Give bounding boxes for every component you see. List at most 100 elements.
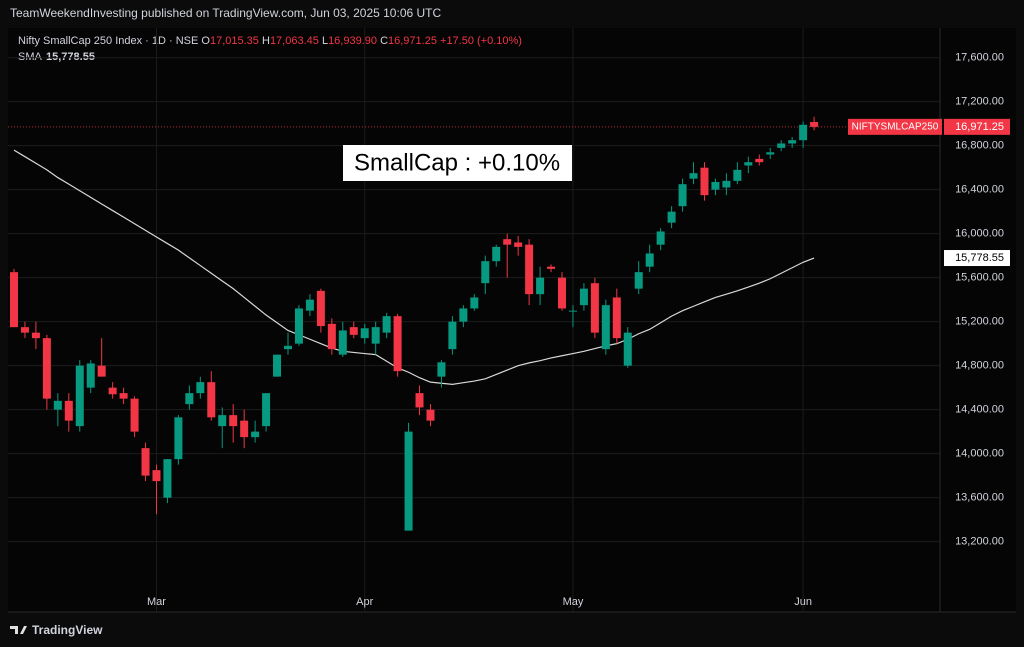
candle-body <box>623 332 632 366</box>
candle-body <box>64 400 73 421</box>
candle-body <box>86 363 95 388</box>
candle-body <box>218 415 227 427</box>
candle-body <box>130 398 139 432</box>
candle-body <box>196 382 205 394</box>
y-tick-label: 15,200.00 <box>955 316 1004 328</box>
annotation-box <box>343 145 572 181</box>
x-tick-label: May <box>563 596 584 608</box>
legend-key: O <box>201 35 210 47</box>
candle-body <box>481 261 490 284</box>
candle-body <box>305 299 314 311</box>
candle-body <box>492 246 501 262</box>
last-price-label: 16,971.25 <box>955 121 1004 133</box>
candle-body <box>284 345 292 350</box>
candle-body <box>590 283 599 333</box>
candle-body <box>273 354 282 377</box>
candle-body <box>415 393 424 408</box>
candle-body <box>547 266 556 269</box>
legend-value: 16,971.25 <box>388 35 437 47</box>
y-tick-label: 16,800.00 <box>955 140 1004 152</box>
legend-line: Nifty SmallCap 250 Index · 1D · NSE O17,… <box>18 35 525 47</box>
legend-title: Nifty SmallCap 250 Index · 1D · NSE <box>18 35 198 47</box>
candle-body <box>810 121 819 127</box>
candle-body <box>536 277 545 295</box>
sma-value: 15,778.55 <box>46 51 95 63</box>
legend-value: 17,063.45 <box>270 35 319 47</box>
sma-price-label: 15,778.55 <box>955 252 1004 264</box>
candle-body <box>426 409 435 421</box>
candle-body <box>744 162 753 166</box>
symbol-label: NIFTYSMLCAP250 <box>852 121 939 132</box>
candle-body <box>10 272 18 328</box>
footer: TradingView <box>32 623 103 637</box>
candle-body <box>316 290 325 327</box>
candle-body <box>42 338 51 399</box>
x-tick-label: Apr <box>356 596 373 608</box>
legend-key: C <box>380 35 388 47</box>
candle-body <box>667 211 676 223</box>
candle-body <box>788 140 797 144</box>
candle-body <box>579 288 588 306</box>
candle-body <box>207 382 216 418</box>
y-tick-label: 14,800.00 <box>955 360 1004 372</box>
candle-body <box>766 152 775 155</box>
legend-value: 17,015.35 <box>210 35 259 47</box>
sma-price-box <box>944 250 1010 267</box>
sma-line <box>13 149 815 385</box>
candle-body <box>75 365 84 427</box>
legend-change: +17.50 (+0.10%) <box>440 35 522 47</box>
y-tick-label: 15,600.00 <box>955 272 1004 284</box>
candle-body <box>108 387 117 395</box>
y-tick-label: 16,000.00 <box>955 228 1004 240</box>
candle-body <box>20 327 29 333</box>
candle-body <box>525 244 534 295</box>
footer-logo <box>10 626 27 634</box>
candle-body <box>733 169 742 181</box>
candle-body <box>700 167 709 196</box>
candle-body <box>448 321 457 350</box>
x-tick-label: Jun <box>794 596 812 608</box>
candle-body <box>163 459 172 498</box>
symbol-label-box <box>848 118 942 135</box>
y-tick-label: 13,200.00 <box>955 536 1004 548</box>
candle-body <box>558 277 566 309</box>
candle-body <box>349 327 358 335</box>
candle-body <box>382 316 391 333</box>
candle-body <box>371 327 380 344</box>
y-tick-label: 14,000.00 <box>955 448 1004 460</box>
candle-body <box>722 180 731 188</box>
candle-body <box>656 231 665 245</box>
legend-key: L <box>322 35 328 47</box>
y-tick-label: 17,200.00 <box>955 96 1004 108</box>
candle-body <box>755 158 764 163</box>
candle-body <box>97 365 106 377</box>
x-tick-label: Mar <box>147 596 166 608</box>
candle-body <box>612 297 621 339</box>
y-tick-label: 13,600.00 <box>955 492 1004 504</box>
candle-body <box>459 308 468 322</box>
candle-body <box>503 239 512 245</box>
candle-body <box>404 431 413 531</box>
candle-body <box>53 400 62 410</box>
candle-body <box>360 328 369 339</box>
last-price-box <box>944 118 1010 135</box>
candle-body <box>31 332 40 339</box>
candle-body <box>327 323 336 350</box>
candle-body <box>645 253 654 267</box>
candle-body <box>229 415 238 427</box>
candle-body <box>119 393 128 399</box>
y-tick-label: 14,400.00 <box>955 404 1004 416</box>
candle-body <box>141 448 150 476</box>
candle-body <box>711 181 720 190</box>
annotation: SmallCap : +0.10% <box>354 149 560 176</box>
legend: Nifty SmallCap 250 Index · 1D · NSE O17,… <box>18 35 525 63</box>
candle-body <box>152 470 161 482</box>
candle-body <box>777 143 786 148</box>
header: TeamWeekendInvesting published on Tradin… <box>10 6 441 20</box>
candle-body <box>294 308 303 344</box>
candle-body <box>689 173 698 179</box>
candle-body <box>437 362 446 377</box>
candle-body <box>799 124 808 141</box>
candle-body <box>185 393 194 405</box>
